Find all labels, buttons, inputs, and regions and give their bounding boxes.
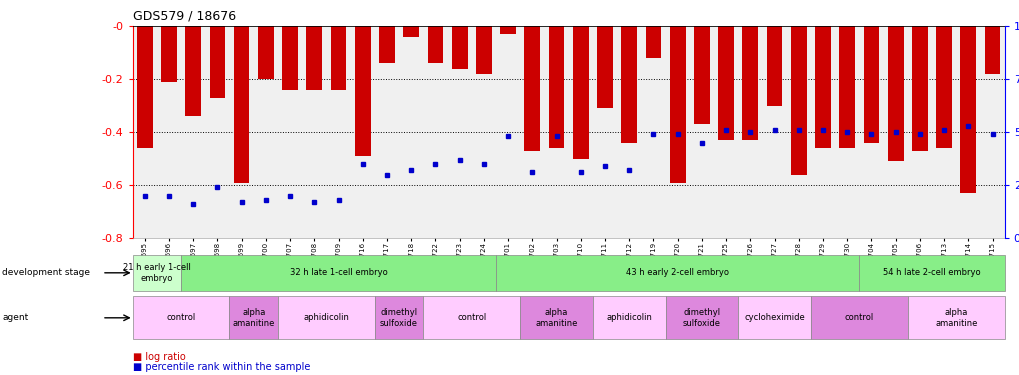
Bar — [548, 26, 564, 148]
Bar — [907, 296, 1004, 339]
Text: ■ percentile rank within the sample: ■ percentile rank within the sample — [132, 363, 310, 372]
Bar — [573, 26, 588, 159]
Bar — [742, 26, 757, 140]
Text: agent: agent — [2, 314, 29, 322]
Text: 54 h late 2-cell embryo: 54 h late 2-cell embryo — [882, 268, 980, 278]
Text: dimethyl
sulfoxide: dimethyl sulfoxide — [380, 308, 418, 327]
Bar — [669, 26, 685, 183]
Text: development stage: development stage — [2, 268, 90, 278]
Bar — [161, 26, 176, 82]
Text: 21 h early 1-cell
embryо: 21 h early 1-cell embryо — [122, 263, 191, 282]
Bar — [738, 296, 810, 339]
Bar — [375, 296, 423, 339]
Text: 43 h early 2-cell embryo: 43 h early 2-cell embryo — [626, 268, 729, 278]
Bar — [495, 255, 858, 291]
Text: aphidicolin: aphidicolin — [304, 314, 348, 322]
Bar — [664, 296, 738, 339]
Bar — [858, 255, 1004, 291]
Bar — [403, 26, 419, 37]
Bar — [645, 26, 660, 58]
Bar — [621, 26, 637, 143]
Text: GDS579 / 18676: GDS579 / 18676 — [132, 9, 235, 22]
Bar — [282, 26, 298, 90]
Bar — [935, 26, 951, 148]
Bar — [766, 26, 782, 106]
Bar — [863, 26, 878, 143]
Bar — [839, 26, 854, 148]
Bar — [520, 296, 592, 339]
Bar — [887, 26, 903, 161]
Text: alpha
amanitine: alpha amanitine — [232, 308, 275, 327]
Text: alpha
amanitine: alpha amanitine — [535, 308, 577, 327]
Bar — [132, 255, 181, 291]
Bar — [790, 26, 806, 175]
Bar — [592, 296, 664, 339]
Bar — [814, 26, 830, 148]
Bar — [181, 255, 495, 291]
Text: aphidicolin: aphidicolin — [605, 314, 651, 322]
Text: dimethyl
sulfoxide: dimethyl sulfoxide — [682, 308, 720, 327]
Bar — [277, 296, 375, 339]
Bar — [423, 296, 520, 339]
Bar — [960, 26, 975, 193]
Bar — [229, 296, 277, 339]
Bar — [306, 26, 322, 90]
Bar — [137, 26, 153, 148]
Bar — [524, 26, 540, 151]
Bar — [810, 296, 907, 339]
Bar — [209, 26, 225, 98]
Bar — [355, 26, 370, 156]
Text: control: control — [166, 314, 196, 322]
Bar — [132, 296, 229, 339]
Bar — [476, 26, 491, 74]
Bar — [379, 26, 394, 63]
Bar — [717, 26, 734, 140]
Bar — [911, 26, 927, 151]
Bar — [233, 26, 250, 183]
Text: alpha
amanitine: alpha amanitine — [934, 308, 976, 327]
Bar — [427, 26, 443, 63]
Bar — [451, 26, 467, 69]
Bar — [693, 26, 709, 124]
Text: control: control — [844, 314, 873, 322]
Bar — [499, 26, 516, 34]
Bar — [258, 26, 273, 79]
Bar — [330, 26, 346, 90]
Text: 32 h late 1-cell embryo: 32 h late 1-cell embryo — [289, 268, 387, 278]
Text: control: control — [457, 314, 486, 322]
Bar — [983, 26, 1000, 74]
Text: cycloheximide: cycloheximide — [744, 314, 804, 322]
Bar — [185, 26, 201, 116]
Text: ■ log ratio: ■ log ratio — [132, 352, 185, 362]
Bar — [596, 26, 612, 108]
